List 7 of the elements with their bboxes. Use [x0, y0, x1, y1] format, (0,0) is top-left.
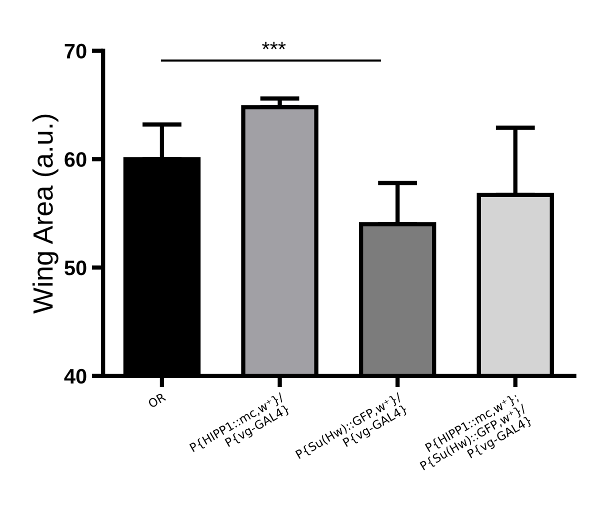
- x-tick-label: OR: [148, 392, 166, 408]
- y-tick-label: 40: [64, 368, 86, 384]
- y-tick-label: 50: [64, 260, 86, 276]
- y-tick-label: 70: [64, 44, 86, 59]
- y-tick-label: 60: [64, 152, 86, 167]
- text: ***: [262, 42, 286, 50]
- y-axis-title: Wing Area (a.u.): [32, 114, 58, 314]
